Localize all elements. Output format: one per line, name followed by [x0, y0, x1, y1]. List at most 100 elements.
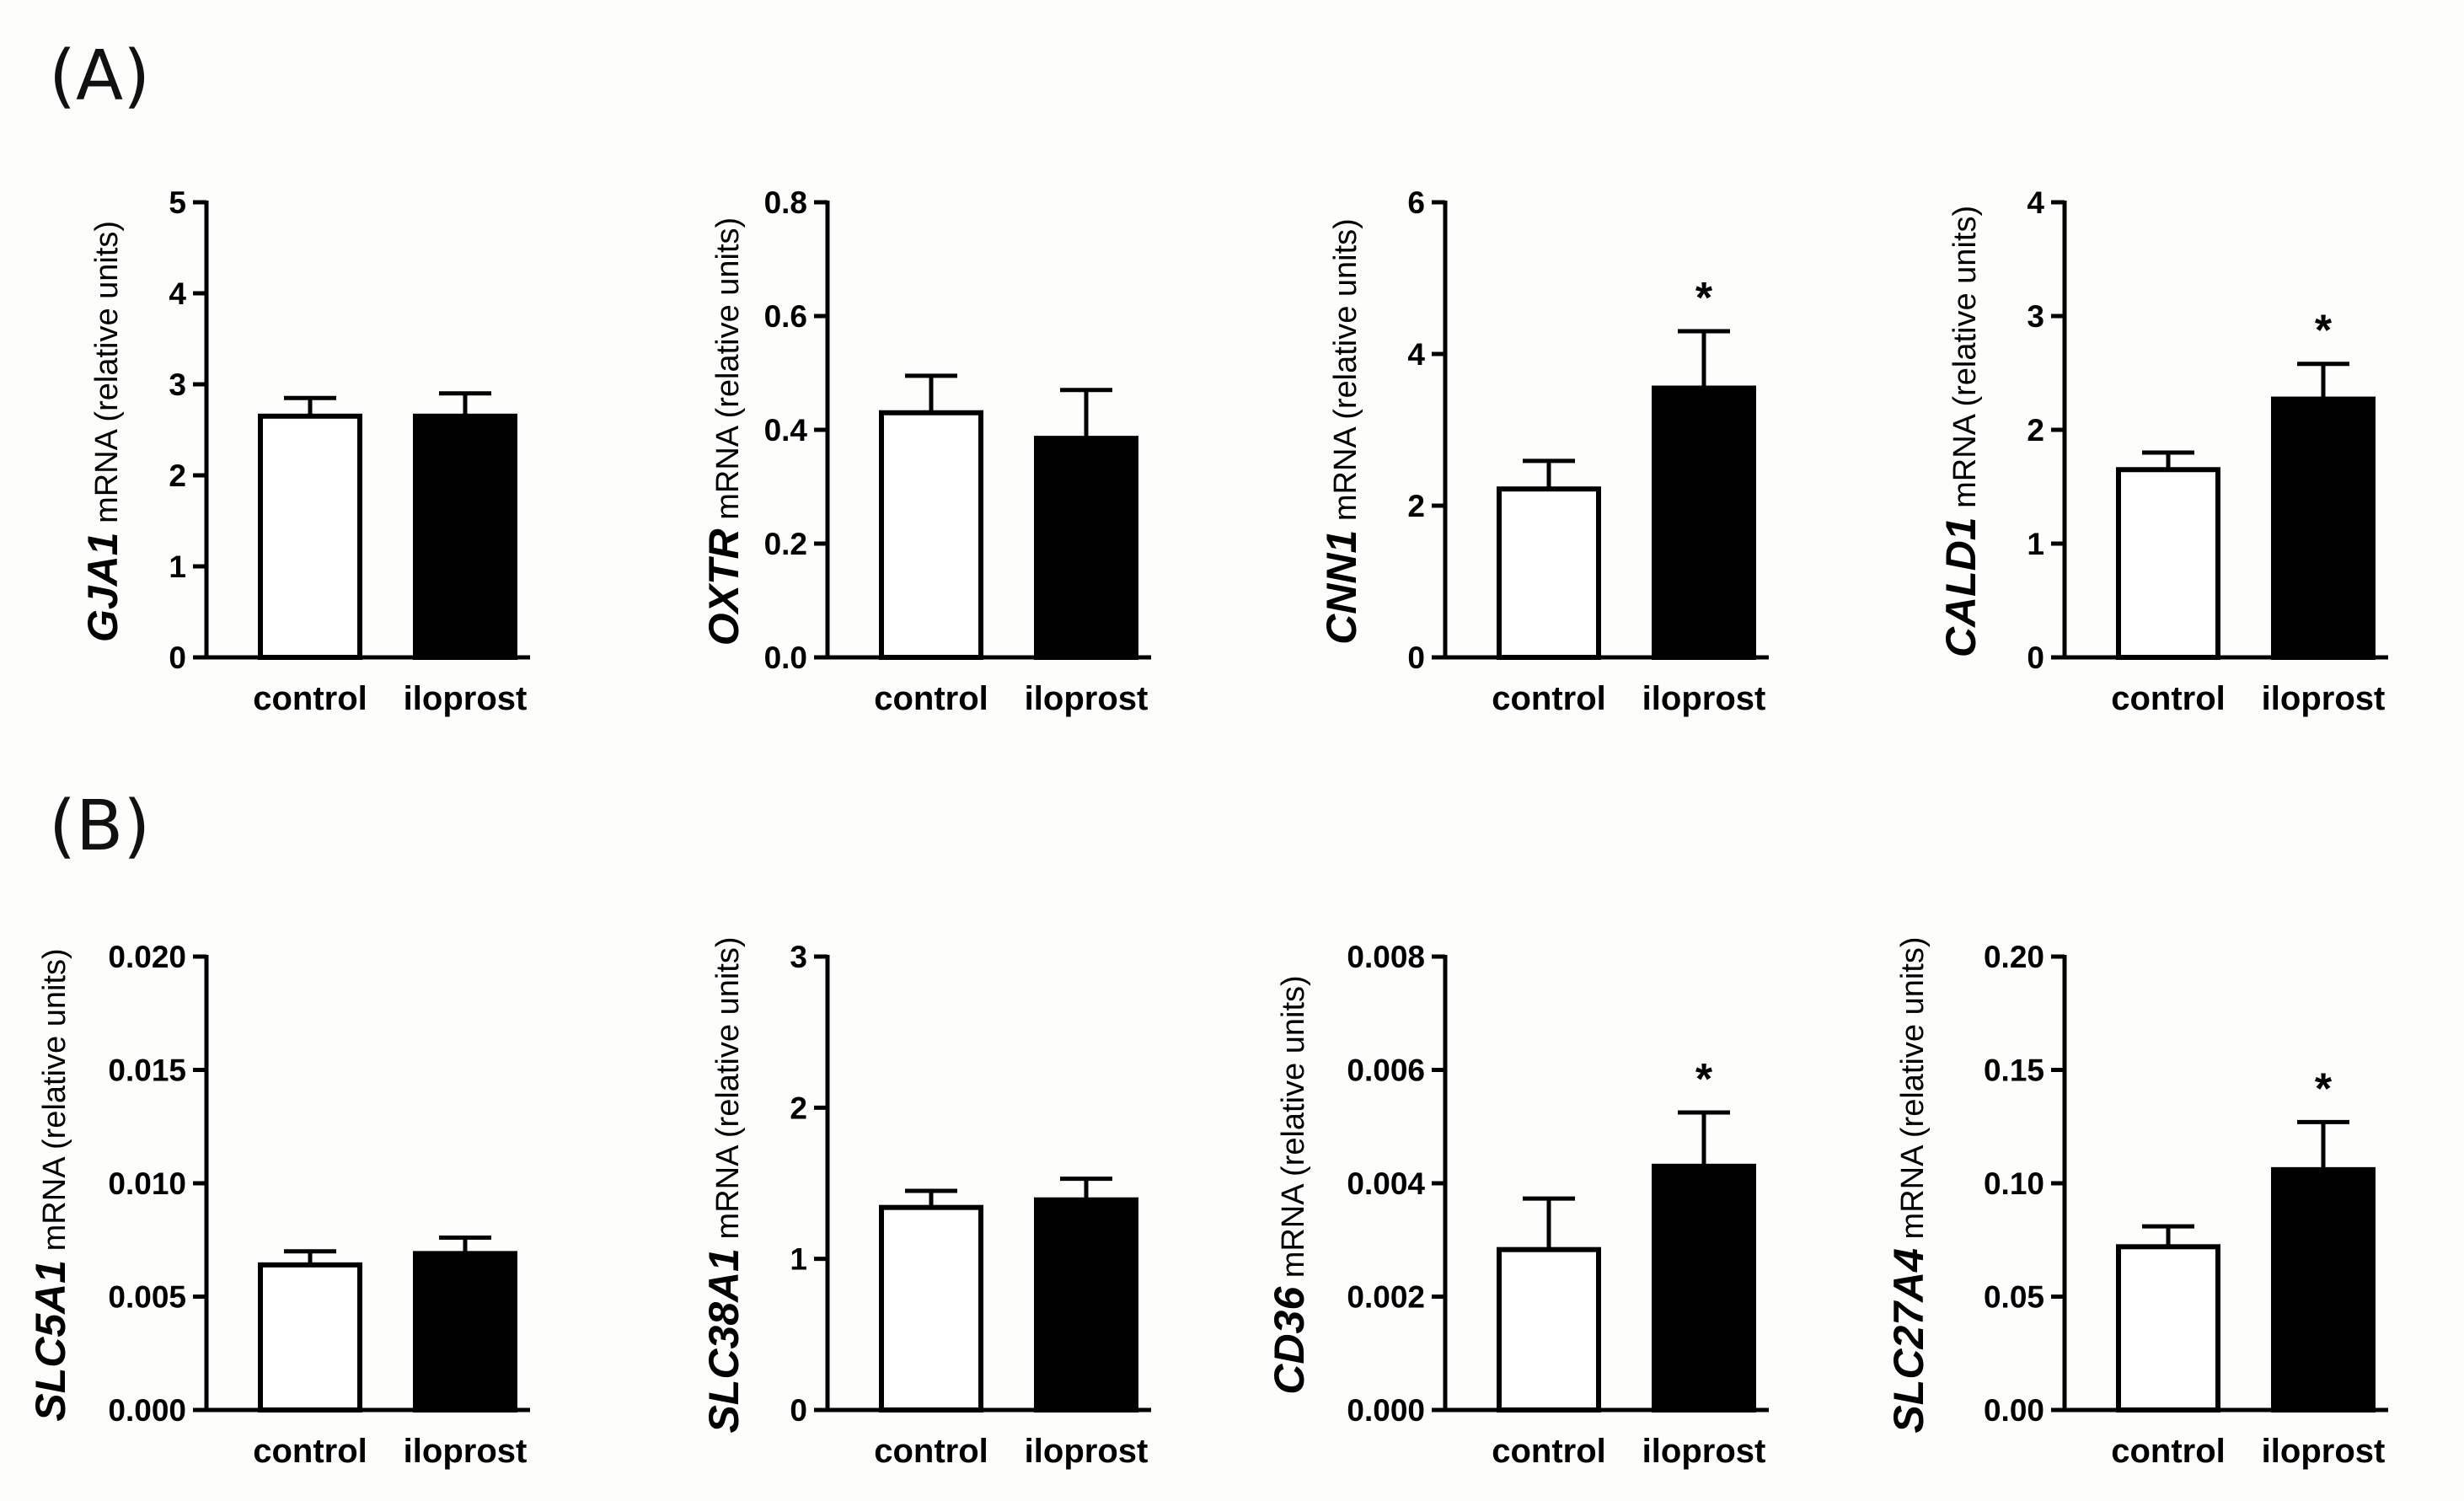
- y-tick-label: 0.05: [1984, 1280, 2044, 1315]
- category-label: control: [1492, 1433, 1606, 1470]
- y-tick-label: 0: [790, 1393, 807, 1428]
- y-tick-label: 0.005: [108, 1280, 186, 1315]
- category-label: iloprost: [2262, 680, 2386, 717]
- y-tick-label: 0: [2027, 641, 2044, 675]
- y-tick-label: 0.008: [1347, 940, 1425, 974]
- chart-cald1: 0 1 2 3 4 control iloprost * CALD1 mRNA (relativ…: [1937, 185, 2388, 717]
- bar-iloprost: [413, 1251, 517, 1413]
- y-axis-unit: mRNA (relative units): [1895, 936, 1931, 1248]
- bar-control: [879, 410, 983, 660]
- y-tick-label: 0: [169, 641, 186, 675]
- y-axis-label: SLC27A4 mRNA (relative units): [1885, 936, 1932, 1433]
- y-axis-label: CNN1 mRNA (relative units): [1318, 218, 1365, 645]
- y-axis-label: SLC38A1 mRNA (relative units): [700, 936, 747, 1433]
- category-label: iloprost: [404, 1433, 528, 1470]
- y-tick-label: 0.20: [1984, 940, 2044, 974]
- y-tick-label: 0.020: [108, 940, 186, 974]
- y-axis-label: CD36 mRNA (relative units): [1266, 975, 1313, 1394]
- bar-iloprost: [1652, 385, 1756, 660]
- category-label: control: [1492, 680, 1606, 717]
- y-axis-label: CALD1 mRNA (relative units): [1937, 206, 1985, 657]
- y-tick-label: 2: [2027, 413, 2044, 448]
- y-axis-unit: mRNA (relative units): [710, 936, 746, 1248]
- y-tick-label: 2: [790, 1091, 807, 1125]
- bar-control: [1497, 486, 1601, 661]
- charts-container: 0 1 2 3 4 5 control iloprost GJA1 mRNA (relative…: [27, 185, 2388, 1470]
- y-tick-label: 1: [2027, 527, 2044, 561]
- chart-cnn1: 0 2 4 6 control iloprost * CNN1 mRNA (relative …: [1318, 185, 1769, 717]
- y-tick-label: 2: [169, 458, 186, 493]
- y-tick-label: 0.2: [764, 527, 807, 561]
- y-axis-label: GJA1 mRNA (relative units): [79, 221, 126, 642]
- panel-b-label: (B): [49, 786, 150, 866]
- y-tick-label: 6: [1407, 185, 1425, 220]
- bar-iloprost: [413, 413, 517, 660]
- y-tick-label: 1: [169, 549, 186, 584]
- y-tick-label: 0.010: [108, 1166, 186, 1201]
- category-label: control: [2111, 680, 2226, 717]
- bar-iloprost: [2271, 1166, 2376, 1413]
- y-tick-label: 0.4: [764, 413, 808, 448]
- chart-cd36: 0.000 0.002 0.004 0.006 0.008 control iloprost…: [1266, 940, 1769, 1470]
- y-tick-label: 3: [2027, 299, 2044, 334]
- bar-control: [2116, 1244, 2220, 1413]
- category-label: control: [2111, 1433, 2226, 1470]
- gene-name: GJA1: [79, 532, 126, 642]
- significance-star: *: [1695, 1055, 1713, 1104]
- y-tick-label: 0.10: [1984, 1166, 2044, 1201]
- y-tick-label: 3: [790, 940, 807, 974]
- y-tick-label: 0.0: [764, 641, 807, 675]
- bar-control: [258, 413, 362, 660]
- y-axis-unit: mRNA (relative units): [89, 221, 125, 533]
- gene-name: CNN1: [1318, 530, 1365, 645]
- significance-star: *: [2315, 1064, 2333, 1113]
- gene-name: SLC27A4: [1885, 1248, 1932, 1434]
- bar-control: [258, 1262, 362, 1413]
- y-tick-label: 0.006: [1347, 1053, 1425, 1088]
- y-axis-unit: mRNA (relative units): [1328, 218, 1363, 530]
- y-tick-label: 1: [790, 1242, 807, 1277]
- y-tick-label: 0.8: [764, 185, 807, 220]
- y-tick-label: 4: [1407, 337, 1425, 372]
- y-axis-unit: mRNA (relative units): [1276, 975, 1311, 1287]
- bar-iloprost: [1652, 1163, 1756, 1413]
- bar-iloprost: [1034, 1197, 1138, 1413]
- gene-name: OXTR: [700, 528, 747, 646]
- chart-slc5a1: 0.000 0.005 0.010 0.015 0.020 control iloprost…: [27, 940, 530, 1470]
- y-tick-label: 0.000: [108, 1393, 186, 1428]
- y-axis-unit: mRNA (relative units): [1947, 206, 1983, 517]
- y-tick-label: 5: [169, 185, 186, 220]
- y-axis-unit: mRNA (relative units): [710, 217, 746, 529]
- gene-name: CALD1: [1937, 517, 1985, 657]
- chart-oxtr: 0.0 0.2 0.4 0.6 0.8 control iloprost OXTR mRNA …: [700, 185, 1151, 717]
- y-tick-label: 0.00: [1984, 1393, 2044, 1428]
- y-tick-label: 4: [169, 276, 186, 311]
- gene-name: SLC5A1: [27, 1260, 74, 1422]
- gene-name: CD36: [1266, 1286, 1313, 1395]
- y-tick-label: 4: [2027, 185, 2044, 220]
- significance-star: *: [2315, 307, 2333, 356]
- category-label: iloprost: [1642, 1433, 1766, 1470]
- y-tick-label: 0.015: [108, 1053, 186, 1088]
- y-axis-label: OXTR mRNA (relative units): [700, 217, 747, 646]
- y-tick-label: 2: [1407, 489, 1425, 523]
- bar-control: [879, 1204, 983, 1413]
- category-label: control: [253, 1433, 367, 1470]
- category-label: control: [874, 680, 988, 717]
- category-label: iloprost: [2262, 1433, 2386, 1470]
- y-tick-label: 0.004: [1347, 1166, 1425, 1201]
- chart-slc38a1: 0 1 2 3 control iloprost SLC38A1 mRNA (relativ…: [700, 936, 1151, 1470]
- chart-slc27a4: 0.00 0.05 0.10 0.15 0.20 control iloprost * SLC2…: [1885, 936, 2388, 1470]
- bar-iloprost: [1034, 436, 1138, 660]
- category-label: iloprost: [404, 680, 528, 717]
- y-tick-label: 0.15: [1984, 1053, 2044, 1088]
- y-tick-label: 0.002: [1347, 1280, 1425, 1315]
- significance-star: *: [1695, 274, 1713, 323]
- y-tick-label: 0.000: [1347, 1393, 1425, 1428]
- gene-name: SLC38A1: [700, 1248, 747, 1434]
- category-label: iloprost: [1025, 680, 1149, 717]
- chart-gja1: 0 1 2 3 4 5 control iloprost GJA1 mRNA (relative…: [79, 185, 530, 717]
- bar-control: [2116, 467, 2220, 660]
- category-label: control: [253, 680, 367, 717]
